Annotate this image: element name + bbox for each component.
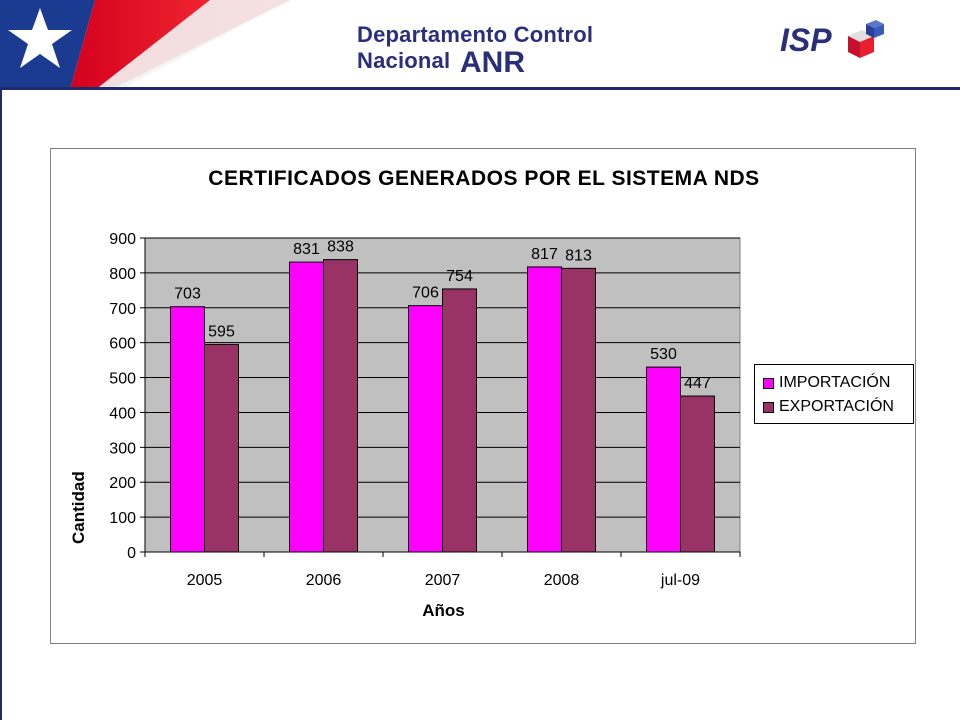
bar-importacion: [527, 266, 562, 553]
chile-flag-icon: [0, 0, 290, 90]
bar-importacion: [408, 305, 443, 553]
chart-legend: IMPORTACIÓN EXPORTACIÓN: [754, 364, 914, 424]
data-label: 831: [293, 241, 320, 258]
legend-label-exportacion: EXPORTACIÓN: [779, 398, 894, 415]
bar-exportacion: [442, 288, 477, 553]
legend-label-importacion: IMPORTACIÓN: [779, 374, 891, 391]
y-tick-label: 900: [109, 231, 136, 248]
data-label: 706: [412, 285, 439, 302]
data-label: 595: [208, 323, 235, 340]
page-left-border: [0, 90, 2, 720]
legend-item-exportacion: EXPORTACIÓN: [763, 395, 913, 419]
x-tick-label: 2006: [306, 572, 342, 589]
legend-swatch-importacion: [763, 377, 774, 389]
y-tick-label: 500: [109, 371, 136, 388]
bar-exportacion: [561, 267, 596, 553]
y-tick-label: 200: [109, 475, 136, 492]
x-axis-label: Años: [422, 601, 465, 620]
y-tick-label: 700: [109, 301, 136, 318]
y-tick-label: 800: [109, 266, 136, 283]
x-tick-label: 2008: [544, 572, 580, 589]
chart-title: CERTIFICADOS GENERADOS POR EL SISTEMA ND…: [208, 167, 760, 190]
bar-exportacion: [323, 259, 358, 553]
bar-importacion: [289, 261, 324, 553]
bar-importacion: [646, 366, 681, 553]
header-banner: Departamento Control Nacional ANR ISP: [0, 0, 960, 90]
y-tick-label: 600: [109, 336, 136, 353]
bar-importacion: [170, 306, 205, 553]
data-label: 754: [446, 268, 473, 285]
y-tick-label: 0: [127, 545, 136, 562]
data-label: 530: [650, 346, 677, 363]
legend-swatch-exportacion: [763, 401, 774, 413]
chart-container: CERTIFICADOS GENERADOS POR EL SISTEMA ND…: [50, 148, 916, 644]
y-tick-label: 100: [109, 510, 136, 527]
legend-item-importacion: IMPORTACIÓN: [763, 371, 913, 395]
bar-chart-plot: 0 100 200 300 400 500 600 700 800 900 2005 703 595 20…: [109, 231, 741, 589]
data-label: 703: [174, 286, 201, 303]
isp-cube-logo-icon: [848, 20, 884, 58]
x-tick-label: 2007: [425, 572, 461, 589]
header-title: Departamento Control Nacional: [357, 22, 594, 73]
y-tick-label: 400: [109, 405, 136, 422]
header-frame: [0, 0, 960, 90]
y-axis-label: Cantidad: [69, 471, 88, 544]
y-tick-label: 300: [109, 440, 136, 457]
x-tick-label: jul-09: [660, 572, 700, 589]
bar-exportacion: [204, 343, 239, 553]
header-subtitle: ANR: [460, 46, 525, 79]
data-label: 817: [531, 246, 558, 263]
isp-logo-text: ISP: [780, 22, 832, 58]
bar-exportacion: [680, 395, 715, 553]
data-label: 813: [565, 247, 592, 264]
data-label: 447: [684, 375, 711, 392]
data-label: 838: [327, 239, 354, 256]
x-tick-label: 2005: [187, 572, 223, 589]
